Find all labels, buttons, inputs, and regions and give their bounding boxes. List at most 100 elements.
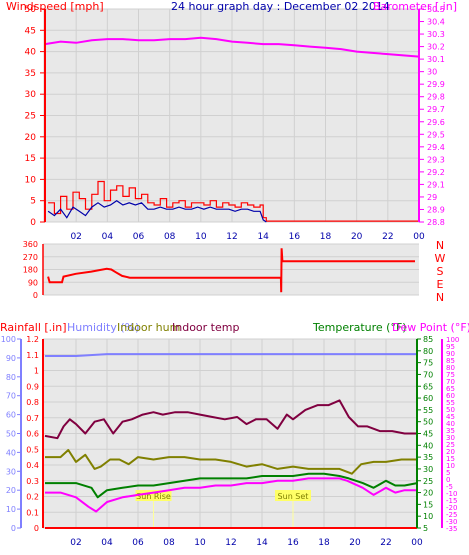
rainfall-tick-label: 0.8 — [26, 398, 39, 407]
temperature-tick-label: 85 — [423, 335, 433, 344]
humidity-tick-label: 80 — [6, 373, 16, 382]
time-tick-label: 14 — [256, 538, 268, 548]
humidity-tick-label: 10 — [6, 505, 16, 514]
compass-label: E — [437, 278, 444, 291]
dew-point-tick-label: 5 — [446, 469, 450, 477]
temperature-tick-label: 55 — [423, 406, 433, 415]
direction-tick-label: 270 — [23, 253, 38, 262]
dew-point-tick-label: -5 — [446, 483, 453, 491]
dew-point-tick-label: 65 — [446, 385, 455, 393]
rainfall-tick-label: 0.1 — [26, 508, 39, 517]
direction-tick-label: 360 — [23, 240, 38, 249]
temperature-axis: 5 10 15 20 25 30 35 40 45 50 55 60 65 70 75 80 85 — [417, 335, 433, 533]
dew-point-tick-label: 15 — [446, 455, 455, 463]
temperature-tick-label: 80 — [423, 347, 433, 356]
dew-point-tick-label: -20 — [446, 504, 457, 512]
time-tick-label: 02 — [70, 232, 81, 242]
windspeed-tick-label: 5 — [30, 197, 36, 207]
barometer-tick-label: 28.9 — [427, 205, 445, 214]
windspeed-axis: 0 5 10 15 20 25 30 35 40 45 50 — [25, 5, 45, 228]
windspeed-tick-label: 15 — [25, 154, 36, 164]
indoor_temp-line — [44, 399, 417, 440]
wind_avg-line — [47, 199, 267, 223]
temperature-tick-label: 65 — [423, 382, 433, 391]
dew-point-tick-label: 55 — [446, 399, 455, 407]
dew-point-tick-label: 70 — [446, 378, 455, 386]
dew-point-tick-label: -15 — [446, 497, 457, 505]
temperature-tick-label: 5 — [423, 524, 428, 533]
temp-panel-series — [44, 353, 418, 529]
dew-point-axis-title: Dew Point (°F) — [392, 321, 469, 334]
time-tick-label: 08 — [163, 538, 175, 548]
barometer-tick-label: 29.4 — [427, 143, 445, 152]
temperature-tick-label: 40 — [423, 441, 433, 450]
direction-series — [47, 248, 415, 293]
rainfall-tick-label: 1.2 — [26, 335, 39, 344]
humidity-tick-label: 40 — [6, 448, 16, 457]
dew-point-tick-label: 85 — [446, 357, 455, 365]
time-tick-label: 20 — [351, 232, 363, 242]
humidity-tick-label: 70 — [6, 392, 16, 401]
direction-tick-label: 90 — [28, 278, 38, 287]
rainfall-tick-label: 0 — [34, 524, 39, 533]
rainfall-tick-label: 1.1 — [26, 351, 39, 360]
humidity-axis-title: Humidity (%) — [67, 321, 139, 334]
barometer-tick-label: 29 — [427, 193, 437, 202]
temperature-tick-label: 15 — [423, 500, 433, 509]
dew-point-tick-label: 90 — [446, 350, 455, 358]
humidity-tick-label: 90 — [6, 354, 16, 363]
direction-tick-label: 180 — [23, 266, 38, 275]
barometer-tick-label: 28.8 — [427, 218, 445, 227]
temperature-tick-label: 30 — [423, 465, 433, 474]
temperature-tick-label: 60 — [423, 394, 433, 403]
wind-direction-line — [47, 248, 415, 293]
time-tick-label: 08 — [164, 232, 176, 242]
barometer-tick-label: 29.7 — [427, 105, 445, 114]
time-tick-label: 00 — [411, 538, 423, 548]
humidity-tick-label: 20 — [6, 486, 16, 495]
time-tick-label: 20 — [349, 538, 361, 548]
windspeed-tick-label: 20 — [25, 133, 37, 143]
dew-point-tick-label: -35 — [446, 525, 457, 533]
time-tick-label: 22 — [380, 538, 391, 548]
sun-marker-box — [135, 490, 172, 501]
dew-point-tick-label: 95 — [446, 343, 455, 351]
sun-markers: Sun Rise Sun Set — [135, 490, 311, 528]
wind-time-axis: 02 04 06 08 10 12 14 16 18 20 22 00 — [70, 232, 425, 242]
barometer-tick-label: 29.2 — [427, 168, 445, 177]
dew-point-tick-label: 50 — [446, 406, 455, 414]
dew-point-tick-label: -10 — [446, 490, 457, 498]
time-tick-label: 06 — [133, 232, 145, 242]
temperature-tick-label: 45 — [423, 430, 433, 439]
time-tick-label: 18 — [320, 232, 332, 242]
temperature-tick-label: 50 — [423, 418, 433, 427]
time-tick-label: 06 — [132, 538, 144, 548]
time-tick-label: 12 — [226, 232, 237, 242]
dew-point-tick-label: 20 — [446, 448, 455, 456]
rainfall-tick-label: 0.9 — [26, 382, 39, 391]
barometer-tick-label: 29.1 — [427, 180, 445, 189]
temperature-line — [45, 472, 418, 499]
compass-label: N — [436, 239, 444, 252]
temp-time-axis: 02 04 06 08 10 12 14 16 18 20 22 00 — [70, 538, 423, 548]
temperature-tick-label: 10 — [423, 512, 433, 521]
dew-point-tick-label: 10 — [446, 462, 455, 470]
humidity-tick-label: 100 — [1, 335, 16, 344]
barometer-tick-label: 30.2 — [427, 43, 445, 52]
barometer-tick-label: 30.5 — [427, 5, 445, 14]
windspeed-tick-label: 50 — [25, 5, 37, 15]
graph-title: 24 hour graph day : December 02 2014 — [171, 0, 390, 13]
windspeed-tick-label: 25 — [25, 112, 36, 122]
windspeed-tick-label: 10 — [25, 175, 37, 185]
windspeed-tick-label: 0 — [30, 218, 36, 228]
indoor-temp-legend: Indoor temp — [172, 321, 239, 334]
barometer-tick-label: 29.9 — [427, 80, 445, 89]
rainfall-tick-label: 1 — [34, 367, 39, 376]
dew-point-tick-label: 25 — [446, 441, 455, 449]
windspeed-axis-title: Windspeed [mph] — [6, 0, 104, 13]
dew-point-tick-label: 40 — [446, 420, 455, 428]
sun-marker-label: Sun Set — [278, 492, 309, 501]
windspeed-tick-label: 40 — [25, 48, 37, 58]
time-tick-label: 10 — [195, 232, 207, 242]
